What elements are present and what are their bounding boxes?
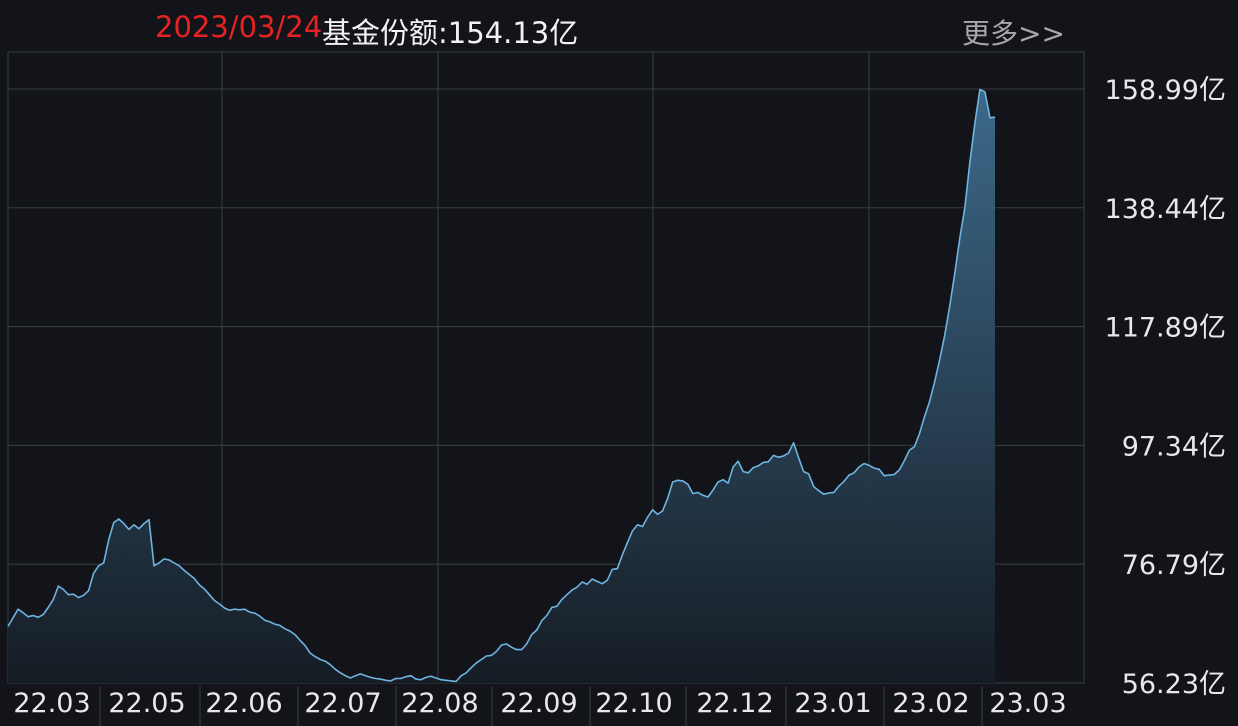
chart-header: 2023/03/24 基金份额:154.13亿 更多>> <box>0 0 1238 50</box>
x-tick-label: 22.10 <box>595 688 672 719</box>
series-line <box>7 88 996 683</box>
y-tick-label: 158.99亿 <box>1105 75 1226 106</box>
y-tick-label: 56.23亿 <box>1122 669 1226 700</box>
x-tick-label: 22.07 <box>304 688 381 719</box>
fund-share-value: 基金份额:154.13亿 <box>322 16 579 50</box>
x-tick-label: 22.05 <box>108 688 185 719</box>
x-tick-label: 22.09 <box>500 688 577 719</box>
x-tick-label: 22.03 <box>13 688 90 719</box>
y-tick-label: 138.44亿 <box>1105 194 1226 225</box>
x-axis-labels: 22.03 22.05 22.06 22.07 22.08 22.09 22.10 22.12… <box>13 686 1067 726</box>
x-tick-label: 23.03 <box>989 688 1066 719</box>
x-tick-label: 22.08 <box>401 688 478 719</box>
y-tick-label: 117.89亿 <box>1105 313 1226 344</box>
y-tick-label: 76.79亿 <box>1122 550 1226 581</box>
x-tick-label: 22.06 <box>205 688 282 719</box>
y-axis-labels: 158.99亿 138.44亿 117.89亿 97.34亿 76.79亿 56.23亿 <box>1105 75 1226 700</box>
x-tick-label: 23.01 <box>794 688 871 719</box>
selected-date: 2023/03/24 <box>155 10 323 44</box>
more-link[interactable]: 更多>> <box>962 17 1065 50</box>
x-tick-label: 23.02 <box>892 688 969 719</box>
x-tick-label: 22.12 <box>696 688 773 719</box>
y-tick-label: 97.34亿 <box>1122 431 1226 462</box>
series-area <box>8 89 995 683</box>
